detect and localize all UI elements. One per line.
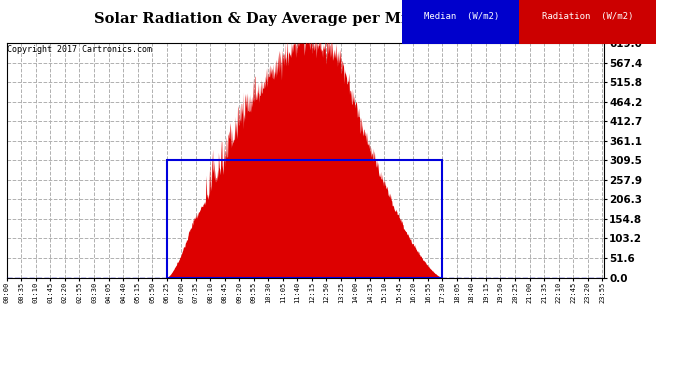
Text: Copyright 2017 Cartronics.com: Copyright 2017 Cartronics.com xyxy=(7,45,152,54)
Text: Median  (W/m2): Median (W/m2) xyxy=(424,12,500,21)
Bar xyxy=(166,160,442,278)
Text: Radiation  (W/m2): Radiation (W/m2) xyxy=(542,12,633,21)
Text: Solar Radiation & Day Average per Minute (Today) 20170221: Solar Radiation & Day Average per Minute… xyxy=(94,11,596,26)
